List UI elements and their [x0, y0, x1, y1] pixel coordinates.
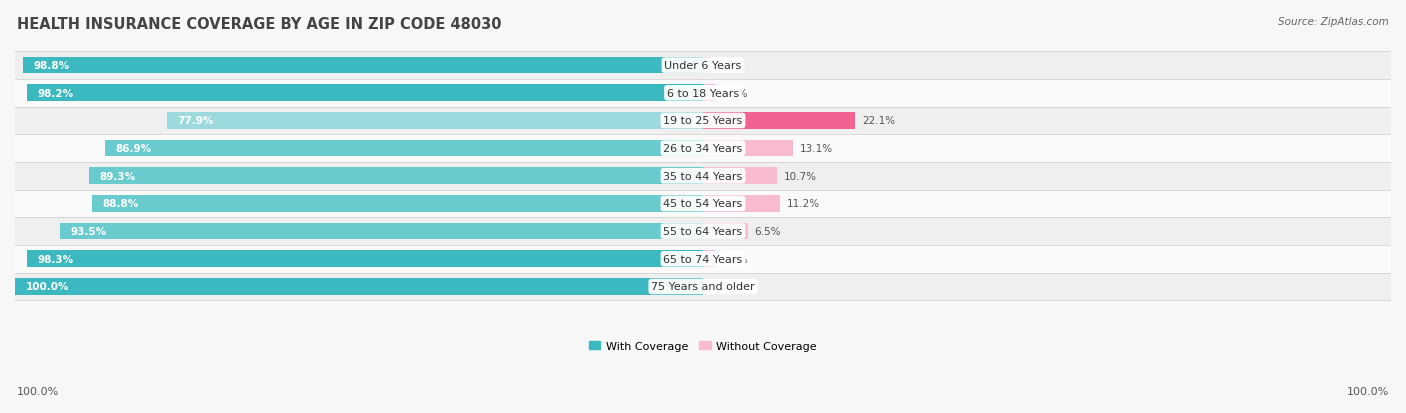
Text: 1.7%: 1.7% — [721, 254, 748, 264]
Bar — [15, 80, 1391, 107]
Text: Source: ZipAtlas.com: Source: ZipAtlas.com — [1278, 17, 1389, 26]
Text: 11.2%: 11.2% — [787, 199, 820, 209]
Text: 6 to 18 Years: 6 to 18 Years — [666, 88, 740, 99]
Text: 1.8%: 1.8% — [723, 88, 749, 99]
Bar — [703, 140, 793, 157]
Bar — [15, 273, 1391, 301]
Bar — [15, 218, 1391, 245]
Bar — [15, 52, 1391, 80]
Text: 75 Years and older: 75 Years and older — [651, 282, 755, 292]
Text: 22.1%: 22.1% — [862, 116, 896, 126]
Bar — [27, 85, 703, 102]
Text: 86.9%: 86.9% — [115, 144, 152, 154]
Bar — [703, 168, 776, 185]
Bar — [15, 245, 1391, 273]
Bar — [91, 196, 703, 212]
Text: 88.8%: 88.8% — [103, 199, 139, 209]
Text: 98.2%: 98.2% — [38, 88, 75, 99]
Text: 10.7%: 10.7% — [783, 171, 817, 181]
Bar — [24, 58, 703, 74]
Bar — [15, 190, 1391, 218]
Text: 98.3%: 98.3% — [37, 254, 73, 264]
Bar — [15, 107, 1391, 135]
Bar — [15, 135, 1391, 163]
Bar — [703, 85, 716, 102]
Text: 100.0%: 100.0% — [25, 282, 69, 292]
Text: 19 to 25 Years: 19 to 25 Years — [664, 116, 742, 126]
Text: 65 to 74 Years: 65 to 74 Years — [664, 254, 742, 264]
Legend: With Coverage, Without Coverage: With Coverage, Without Coverage — [585, 337, 821, 356]
Bar — [703, 223, 748, 240]
Text: HEALTH INSURANCE COVERAGE BY AGE IN ZIP CODE 48030: HEALTH INSURANCE COVERAGE BY AGE IN ZIP … — [17, 17, 502, 31]
Text: 100.0%: 100.0% — [17, 387, 59, 396]
Text: 13.1%: 13.1% — [800, 144, 834, 154]
Bar — [167, 113, 703, 129]
Text: 77.9%: 77.9% — [177, 116, 214, 126]
Text: 1.2%: 1.2% — [718, 61, 745, 71]
Text: 93.5%: 93.5% — [70, 227, 107, 237]
Bar — [703, 58, 711, 74]
Bar — [703, 196, 780, 212]
Bar — [89, 168, 703, 185]
Bar — [703, 113, 855, 129]
Bar — [27, 251, 703, 268]
Bar — [105, 140, 703, 157]
Text: 100.0%: 100.0% — [1347, 387, 1389, 396]
Text: 45 to 54 Years: 45 to 54 Years — [664, 199, 742, 209]
Text: 6.5%: 6.5% — [755, 227, 782, 237]
Bar — [15, 278, 703, 295]
Bar — [59, 223, 703, 240]
Text: 98.8%: 98.8% — [34, 61, 70, 71]
Text: 26 to 34 Years: 26 to 34 Years — [664, 144, 742, 154]
Text: 89.3%: 89.3% — [98, 171, 135, 181]
Bar — [703, 251, 714, 268]
Text: 0.0%: 0.0% — [710, 282, 737, 292]
Text: 55 to 64 Years: 55 to 64 Years — [664, 227, 742, 237]
Text: Under 6 Years: Under 6 Years — [665, 61, 741, 71]
Bar — [15, 163, 1391, 190]
Text: 35 to 44 Years: 35 to 44 Years — [664, 171, 742, 181]
